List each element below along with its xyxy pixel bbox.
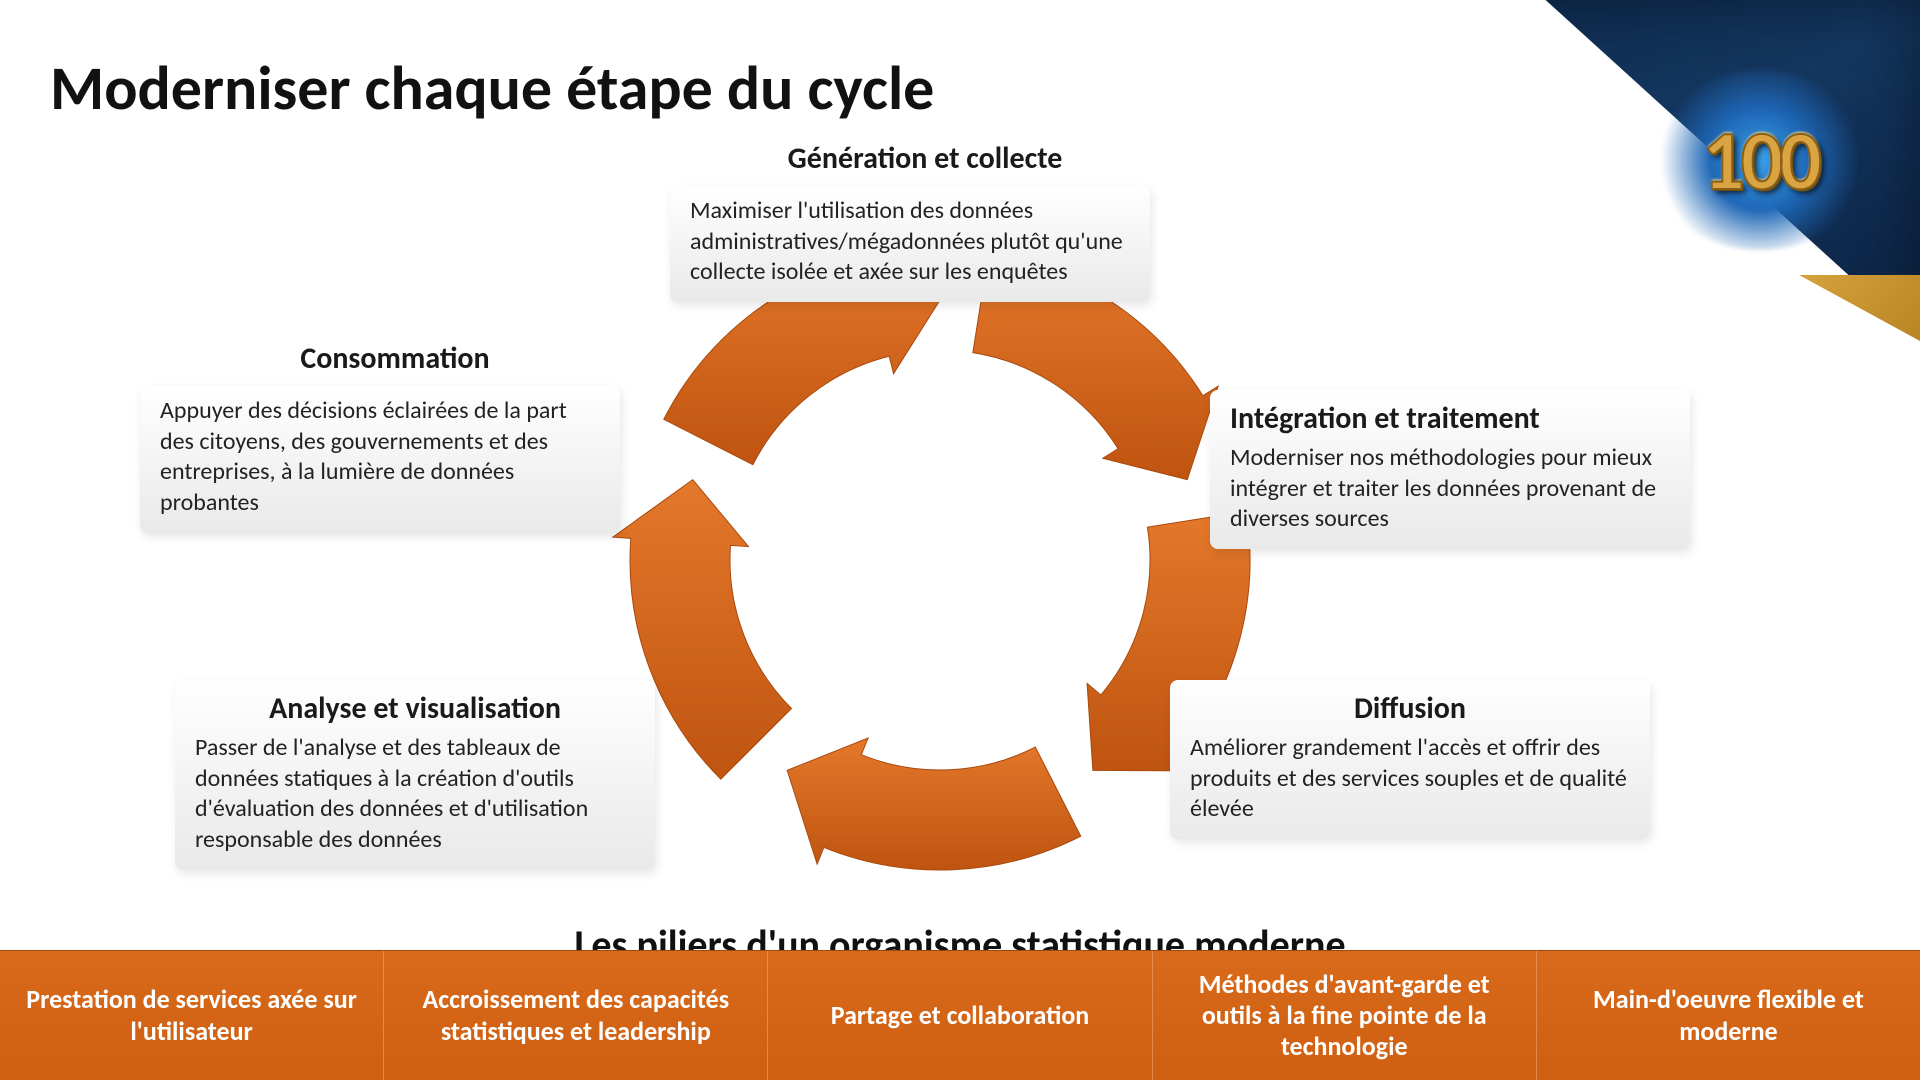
stage-card-consommation: Appuyer des décisions éclairées de la pa… (140, 386, 620, 533)
corner-decoration-gold (1700, 275, 1920, 395)
logo-100: 100 (1640, 60, 1880, 260)
stage-title-consommation: Consommation (140, 340, 650, 377)
pillar-4: Méthodes d'avant-garde et outils à la fi… (1153, 951, 1537, 1080)
stage-body-consommation: Appuyer des décisions éclairées de la pa… (160, 396, 600, 519)
stage-body-integration: Moderniser nos méthodologies pour mieux … (1230, 443, 1670, 535)
stage-title-integration: Intégration et traitement (1230, 400, 1670, 437)
pillars-strip: Prestation de services axée sur l'utilis… (0, 950, 1920, 1080)
stage-card-generation: Maximiser l'utilisation des données admi… (670, 186, 1150, 302)
stage-title-generation: Génération et collecte (670, 140, 1180, 177)
pillar-5: Main-d'oeuvre flexible et moderne (1537, 951, 1920, 1080)
stage-card-analyse: Analyse et visualisation Passer de l'ana… (175, 680, 655, 870)
stage-body-generation: Maximiser l'utilisation des données admi… (690, 196, 1130, 288)
slide-title: Moderniser chaque étape du cycle (50, 50, 934, 126)
stage-title-analyse: Analyse et visualisation (195, 690, 635, 727)
pillar-1: Prestation de services axée sur l'utilis… (0, 951, 384, 1080)
slide: 100 Moderniser chaque étape du cycle Gén… (0, 0, 1920, 1080)
pillar-3: Partage et collaboration (768, 951, 1152, 1080)
cycle-arrows-icon (613, 242, 1250, 870)
stage-body-analyse: Passer de l'analyse et des tableaux de d… (195, 733, 635, 856)
stage-card-integration: Intégration et traitement Moderniser nos… (1210, 390, 1690, 549)
stage-card-diffusion: Diffusion Améliorer grandement l'accès e… (1170, 680, 1650, 839)
logo-100-text: 100 (1702, 109, 1818, 212)
stage-title-diffusion: Diffusion (1190, 690, 1630, 727)
pillar-2: Accroissement des capacités statistiques… (384, 951, 768, 1080)
stage-body-diffusion: Améliorer grandement l'accès et offrir d… (1190, 733, 1630, 825)
